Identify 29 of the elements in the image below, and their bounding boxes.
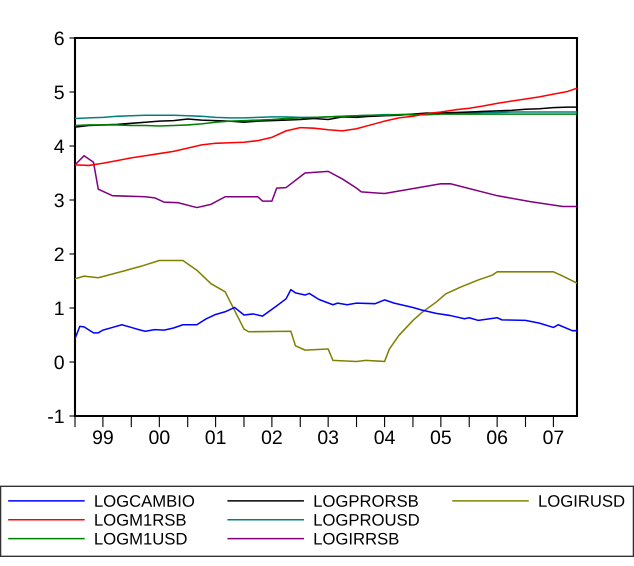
y-tick-label: -1	[48, 410, 64, 424]
y-tick-label: 6	[54, 31, 64, 46]
legend-label: LOGPRORSB	[314, 495, 418, 507]
x-tick-label: 07	[543, 430, 564, 444]
x-tick-label: 99	[93, 430, 113, 444]
y-tick-label: 4	[54, 140, 64, 154]
y-tick-label: 3	[54, 193, 64, 208]
line-series	[75, 260, 577, 362]
line-series	[75, 288, 577, 340]
line-series	[75, 113, 577, 127]
legend-label: LOGM1RSB	[95, 514, 186, 526]
x-tick-label: 02	[262, 430, 282, 444]
legend-label: LOGCAMBIO	[95, 495, 194, 507]
legend-label: LOGM1USD	[95, 532, 187, 545]
x-tick-label: 05	[430, 430, 451, 444]
x-tick-label: 03	[318, 430, 338, 444]
y-tick-label: 0	[54, 355, 64, 370]
legend-label: LOGIRUSD	[539, 495, 624, 507]
y-tick-label: 1	[55, 302, 64, 316]
x-tick-label: 04	[374, 430, 395, 444]
line-series	[75, 154, 577, 208]
legend-label: LOGIRRSB	[314, 532, 398, 545]
line-series	[75, 87, 577, 166]
legend-label: LOGPROUSD	[314, 514, 419, 526]
y-tick-label: 5	[54, 86, 64, 100]
y-tick-label: 2	[54, 247, 64, 262]
x-tick-label: 06	[487, 430, 508, 444]
x-tick-label: 01	[206, 430, 226, 444]
x-tick-label: 00	[149, 430, 170, 444]
